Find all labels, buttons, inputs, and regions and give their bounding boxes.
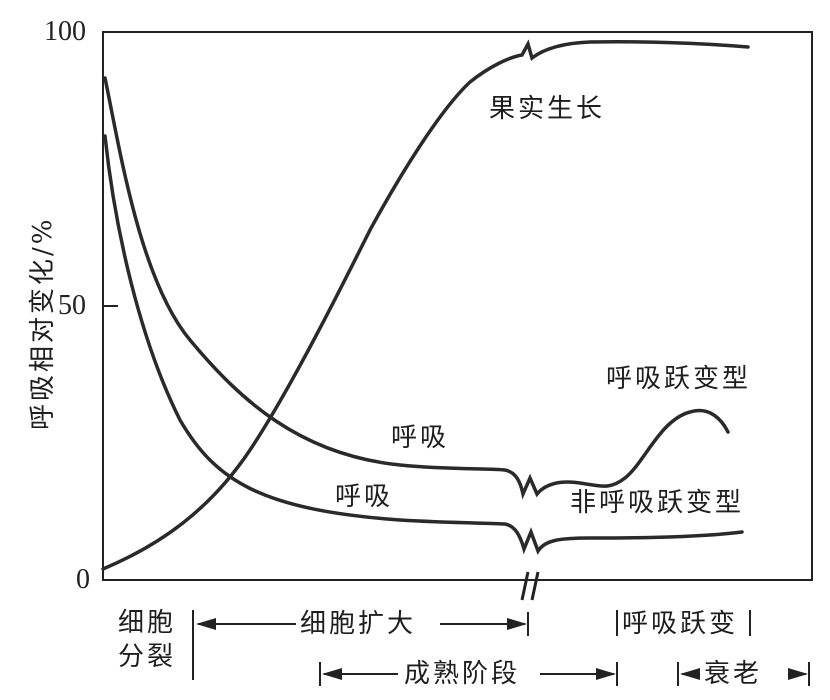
phase-cell-expansion: 细胞扩大: [300, 609, 417, 639]
phase-cell-division-1: 细胞: [118, 608, 177, 638]
phase-cell-division-2: 分裂: [118, 642, 177, 672]
label-respiration-lower: 呼吸: [335, 482, 394, 512]
y-tick-label-0: 0: [76, 564, 90, 595]
phase-senescence: 衰老: [704, 659, 763, 689]
phase-maturation: 成熟阶段: [404, 659, 521, 689]
y-tick-label-50: 50: [58, 290, 86, 321]
non-climacteric-respiration-curve: [103, 134, 744, 555]
label-climacteric: 呼吸跃变型: [606, 364, 752, 394]
y-tick-label-100: 100: [44, 16, 86, 47]
axis-break-mark: [520, 571, 530, 601]
climacteric-respiration-curve: [103, 76, 730, 500]
axis-break-mark: [530, 571, 540, 601]
label-respiration-upper: 呼吸: [391, 423, 450, 453]
fruit-growth-curve: [101, 39, 750, 571]
phase-climacteric-rise: 呼吸跃变: [622, 609, 739, 639]
label-non-climacteric: 非呼吸跃变型: [570, 488, 745, 518]
label-fruit-growth: 果实生长: [489, 94, 606, 124]
